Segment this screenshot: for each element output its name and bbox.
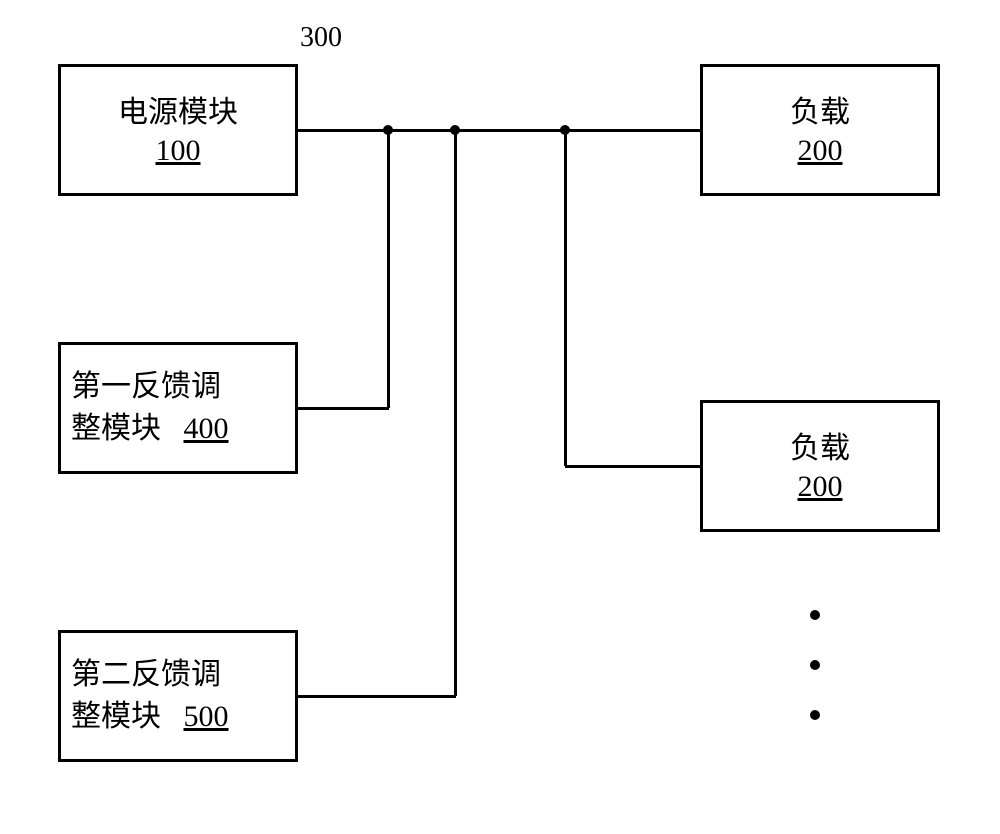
block-load1-line1: 负载 xyxy=(790,96,850,129)
block-fb2: 第二反馈调 整模块 500 xyxy=(58,630,298,762)
wire-v-fb2 xyxy=(454,130,457,696)
block-fb1-ref: 400 xyxy=(184,412,229,445)
wire-h-load2 xyxy=(565,465,700,468)
block-load1-ref: 200 xyxy=(798,134,843,168)
wire-v-fb1 xyxy=(387,130,390,408)
block-load2-label: 负载 xyxy=(790,428,850,470)
ellipsis-dot-2 xyxy=(810,660,820,670)
block-fb2-line1: 第二反馈调 xyxy=(71,658,221,691)
block-power-label: 电源模块 xyxy=(118,92,238,134)
ellipsis-dot-3 xyxy=(810,710,820,720)
wire-h-fb1 xyxy=(298,407,389,410)
block-power-line1: 电源模块 xyxy=(118,96,238,129)
block-power: 电源模块 100 xyxy=(58,64,298,196)
block-power-ref: 100 xyxy=(156,134,201,168)
block-fb1: 第一反馈调 整模块 400 xyxy=(58,342,298,474)
block-load2-line1: 负载 xyxy=(790,432,850,465)
block-load2: 负载 200 xyxy=(700,400,940,532)
bus-label-text: 300 xyxy=(300,22,342,53)
block-fb2-line2: 整模块 xyxy=(71,700,161,733)
block-fb2-label: 第二反馈调 整模块 500 xyxy=(71,654,229,738)
diagram-canvas: 300 电源模块 100 负载 200 第一反馈调 整模块 400 第二反馈调 … xyxy=(0,0,1000,834)
block-fb1-line2: 整模块 xyxy=(71,412,161,445)
block-fb1-line1: 第一反馈调 xyxy=(71,370,221,403)
block-fb1-label: 第一反馈调 整模块 400 xyxy=(71,366,229,450)
bus-wire xyxy=(298,129,700,132)
block-load1: 负载 200 xyxy=(700,64,940,196)
wire-v-load2 xyxy=(564,130,567,466)
bus-label: 300 xyxy=(300,22,342,54)
block-load1-label: 负载 xyxy=(790,92,850,134)
block-load2-ref: 200 xyxy=(798,470,843,504)
wire-h-fb2 xyxy=(298,695,456,698)
block-fb2-ref: 500 xyxy=(184,700,229,733)
ellipsis-dot-1 xyxy=(810,610,820,620)
